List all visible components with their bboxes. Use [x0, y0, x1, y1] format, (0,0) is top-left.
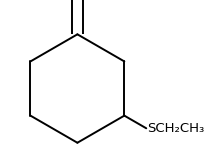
Text: SCH₂CH₃: SCH₂CH₃: [147, 122, 204, 135]
